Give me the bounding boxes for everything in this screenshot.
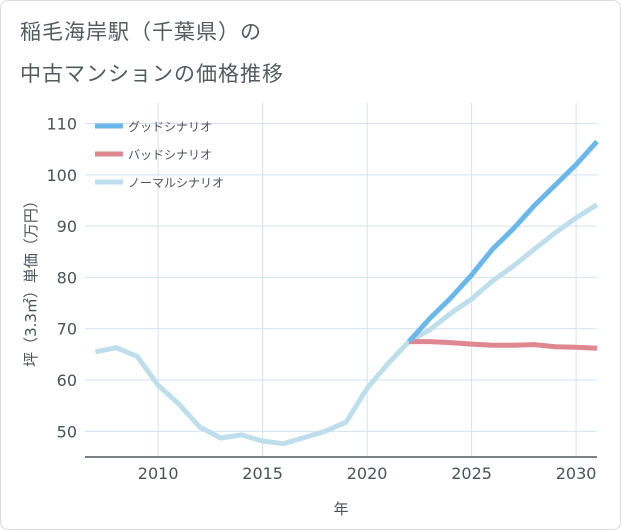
y-axis-label: 坪（3.3㎡）単価（万円） [22, 193, 40, 367]
y-tick-label: 90 [57, 217, 77, 236]
series-line-1 [408, 339, 598, 351]
x-tick-label: 2020 [347, 464, 388, 483]
x-tick-label: 2025 [451, 464, 492, 483]
legend-label-0: グッドシナリオ [128, 120, 212, 134]
y-tick-label: 60 [57, 371, 77, 390]
series-line-2 [94, 202, 599, 447]
series-line-0 [407, 139, 599, 344]
legend-label-1: バッドシナリオ [128, 148, 212, 162]
legend-label-2: ノーマルシナリオ [128, 176, 224, 190]
x-tick-label: 2015 [242, 464, 283, 483]
series-lines [94, 139, 599, 447]
x-tick-label: 2030 [556, 464, 597, 483]
chart-title-line-1: 稲毛海岸駅（千葉県）の [20, 20, 262, 44]
chart-title-line-2: 中古マンションの価格推移 [20, 62, 284, 86]
grid-lines [85, 103, 597, 458]
y-tick-label: 70 [57, 320, 77, 339]
y-tick-label: 100 [46, 166, 77, 185]
x-axis-ticks: 2010 2015 2020 2025 2030 [138, 464, 597, 483]
y-tick-label: 110 [46, 115, 77, 134]
y-tick-label: 80 [57, 268, 77, 287]
x-axis-label: 年 [333, 500, 348, 518]
x-tick-label: 2010 [138, 464, 179, 483]
y-tick-label: 50 [57, 422, 77, 441]
y-axis-ticks: 50 60 70 80 90 100 110 [46, 115, 77, 442]
